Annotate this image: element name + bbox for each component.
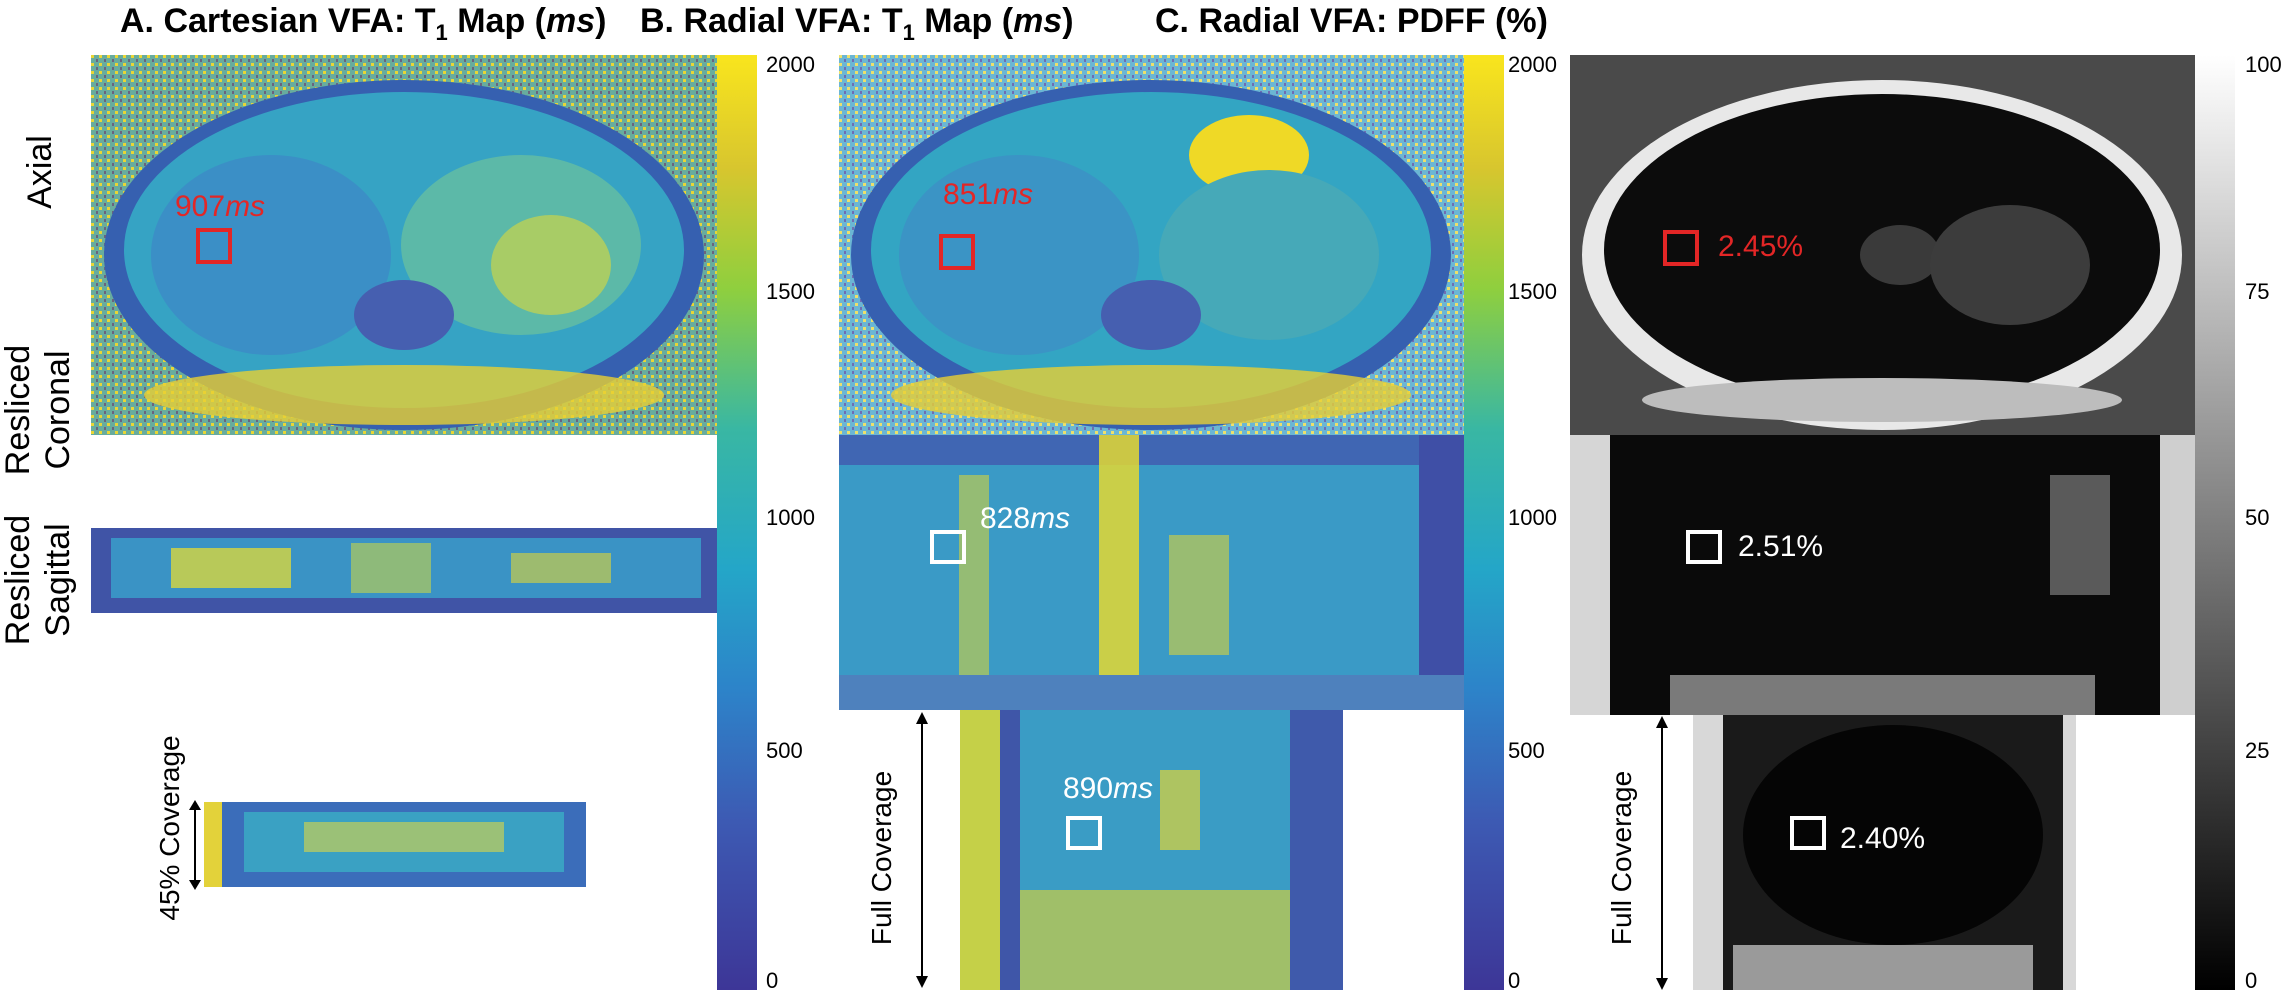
coronal-t1-map-a <box>91 528 717 613</box>
tick-c-50: 50 <box>2245 505 2270 530</box>
coverage-label-a: 45% Coverage <box>154 735 185 921</box>
coverage-label-c: Full Coverage <box>1606 770 1637 946</box>
axial-t1-map-b <box>839 55 1464 435</box>
panel-b-coronal-t1-image <box>839 435 1464 710</box>
sagittal-t1-map-a <box>204 802 586 887</box>
coverage-arrow-a <box>189 800 201 890</box>
row-label-coronal: Resliced Coronal <box>0 344 77 476</box>
axial-t1-map-a <box>91 55 717 435</box>
roi-b-coronal <box>930 530 966 564</box>
tick-c-100: 100 <box>2245 52 2282 77</box>
tick-a-500: 500 <box>766 738 803 763</box>
panel-a-axial-t1-image <box>91 55 717 435</box>
tick-c-25: 25 <box>2245 738 2270 763</box>
coronal-t1-map-b <box>839 435 1464 710</box>
panel-a-sagittal-t1-image <box>204 802 586 887</box>
tick-c-75: 75 <box>2245 279 2270 304</box>
roi-a-axial-value: 907ms <box>175 190 266 223</box>
panel-b-title: B. Radial VFA: T1 Map (ms) <box>640 2 1074 45</box>
roi-c-coronal <box>1686 530 1722 564</box>
tick-a-1000: 1000 <box>766 505 815 530</box>
tick-a-1500: 1500 <box>766 279 815 304</box>
coverage-arrow-b <box>916 712 928 988</box>
panel-c-sagittal-pdff-image <box>1693 715 2076 990</box>
roi-c-sagittal <box>1790 816 1826 850</box>
tick-a-0: 0 <box>766 968 779 993</box>
row-label-sagittal: Resliced Sagittal <box>0 514 77 646</box>
roi-b-coronal-value: 828ms <box>980 502 1071 535</box>
panel-a-title: A. Cartesian VFA: T1 Map (ms) <box>120 2 607 45</box>
panel-b-sagittal-t1-image <box>960 710 1343 990</box>
roi-b-sagittal <box>1066 816 1102 850</box>
panel-b-axial-t1-image <box>839 55 1464 435</box>
tick-b-1000: 1000 <box>1508 505 1557 530</box>
colorbar-pdff <box>2195 55 2235 990</box>
roi-b-axial-value: 851ms <box>943 178 1034 211</box>
tick-b-0: 0 <box>1508 968 1521 993</box>
roi-b-axial <box>939 234 975 270</box>
sagittal-pdff-map <box>1693 715 2076 990</box>
tick-b-500: 500 <box>1508 738 1545 763</box>
roi-c-axial-value: 2.45% <box>1718 230 1804 263</box>
axial-pdff-map <box>1570 55 2195 435</box>
roi-c-axial <box>1663 230 1699 266</box>
panel-c-coronal-pdff-image <box>1570 435 2195 715</box>
roi-c-sagittal-value: 2.40% <box>1840 822 1926 855</box>
roi-a-axial <box>196 228 232 264</box>
coronal-pdff-map <box>1570 435 2195 715</box>
roi-c-coronal-value: 2.51% <box>1738 530 1824 563</box>
sagittal-t1-map-b <box>960 710 1343 990</box>
panel-c-axial-pdff-image <box>1570 55 2195 435</box>
row-label-axial: Axial <box>21 135 59 209</box>
tick-c-0: 0 <box>2245 968 2258 993</box>
roi-b-sagittal-value: 890ms <box>1063 772 1154 805</box>
colorbar-t1-a <box>717 55 757 990</box>
colorbar-t1-b <box>1464 55 1504 990</box>
coverage-arrow-c <box>1656 716 1668 990</box>
tick-b-2000: 2000 <box>1508 52 1557 77</box>
tick-a-2000: 2000 <box>766 52 815 77</box>
tick-b-1500: 1500 <box>1508 279 1557 304</box>
panel-c-title: C. Radial VFA: PDFF (%) <box>1155 2 1548 40</box>
coverage-label-b: Full Coverage <box>866 770 897 946</box>
panel-a-coronal-t1-image <box>91 528 717 613</box>
